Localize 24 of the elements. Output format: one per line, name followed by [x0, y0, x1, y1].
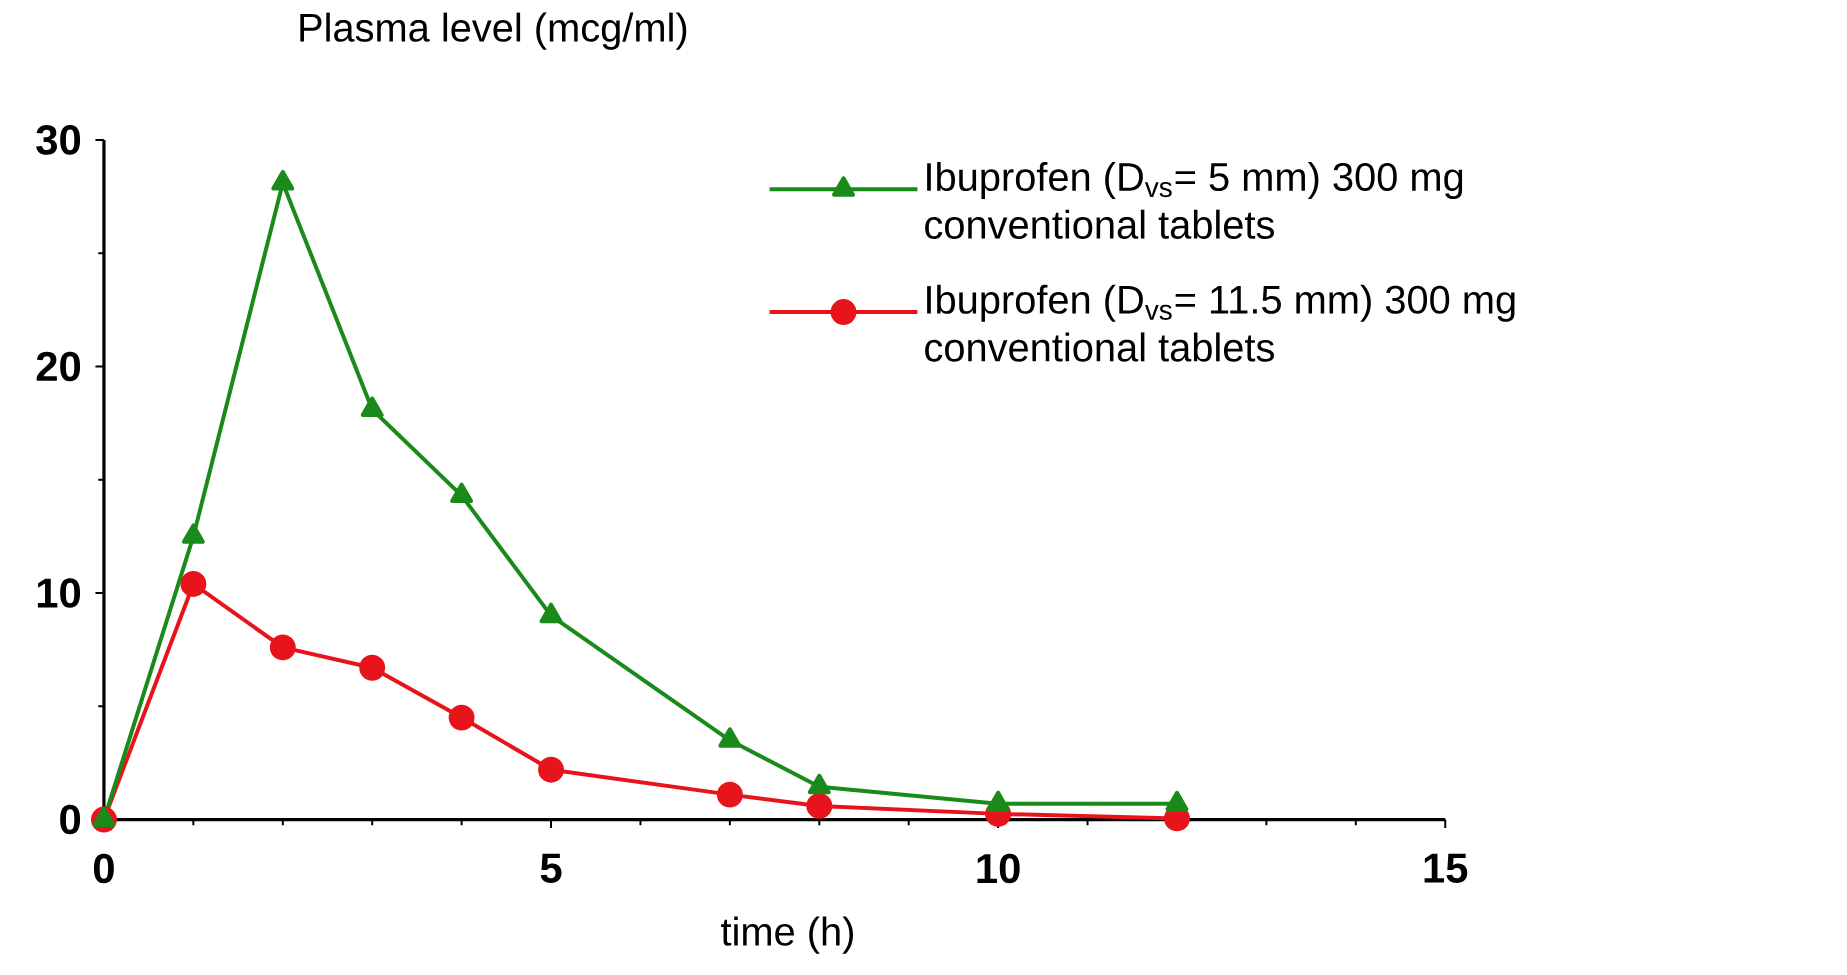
y-tick-label: 0 — [60, 804, 81, 835]
x-tick-label: 10 — [977, 853, 1020, 884]
legend-label: Ibuprofen (D$_{vs}$= 11.5 mm) 300 mg conventional tablets — [925, 284, 1515, 362]
point — [806, 792, 833, 819]
point — [181, 523, 205, 544]
y-axis-title: Plasma level (mcg/ml) — [300, 12, 687, 50]
legend-label: Ibuprofen (D$_{vs}$= 5 mm) 300 mg conventional tablets — [925, 161, 1463, 239]
point — [450, 482, 474, 503]
point — [271, 169, 295, 191]
point — [539, 602, 563, 623]
x-axis-title: time (h) — [721, 916, 853, 954]
x-tick-label: 15 — [1424, 853, 1468, 883]
y-tick-label: 20 — [36, 351, 81, 382]
point — [716, 781, 743, 808]
x-tick-label: 5 — [540, 853, 562, 883]
point — [269, 634, 296, 661]
point — [359, 654, 386, 681]
x-tick-label: 0 — [93, 853, 114, 884]
point — [448, 704, 475, 731]
point — [538, 756, 564, 783]
y-tick-label: 10 — [37, 577, 81, 608]
y-tick-label: 30 — [36, 124, 81, 155]
point — [360, 396, 384, 417]
point — [180, 570, 207, 597]
